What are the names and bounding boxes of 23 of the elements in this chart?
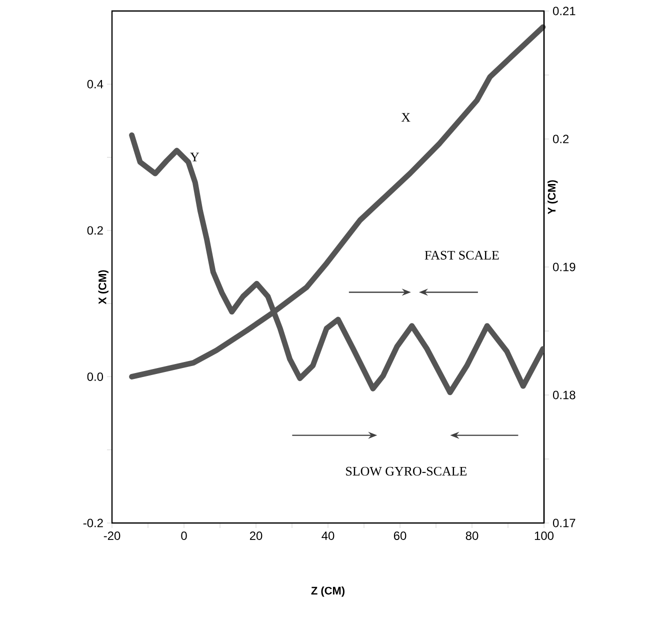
x-tick-label: 40 xyxy=(322,532,334,540)
text: X xyxy=(401,113,410,122)
x-tick-label: 20 xyxy=(250,532,262,540)
y-tick-label: 0.0 xyxy=(87,372,104,381)
y2-tick-label: 0.2 xyxy=(552,134,569,144)
x-tick-label: 100 xyxy=(534,532,554,540)
annotation: FAST SCALE xyxy=(424,250,499,260)
y2-axis-title: Y (CM) xyxy=(548,180,558,214)
y-tick-label: 0.2 xyxy=(87,226,103,235)
y-tick-label: -0.2 xyxy=(83,518,103,528)
y-axis-title: X (CM) xyxy=(98,270,108,304)
x-tick-label: 60 xyxy=(394,532,406,540)
y2-tick-label: 0.19 xyxy=(552,262,576,272)
x-tick-label: 80 xyxy=(466,532,478,540)
x-axis-title: Z (CM) xyxy=(311,586,344,597)
x-tick-label: 0 xyxy=(181,532,187,540)
x-tick-label: -20 xyxy=(104,532,120,540)
y-tick-label: 0.4 xyxy=(87,80,104,88)
y2-tick-label: 0.18 xyxy=(552,390,576,400)
series-label: Y xyxy=(190,152,200,162)
y2-tick-label: 0.21 xyxy=(552,6,576,16)
annotation: SLOW GYRO-SCALE xyxy=(346,466,467,476)
y2-tick-label: 0.17 xyxy=(552,518,576,528)
